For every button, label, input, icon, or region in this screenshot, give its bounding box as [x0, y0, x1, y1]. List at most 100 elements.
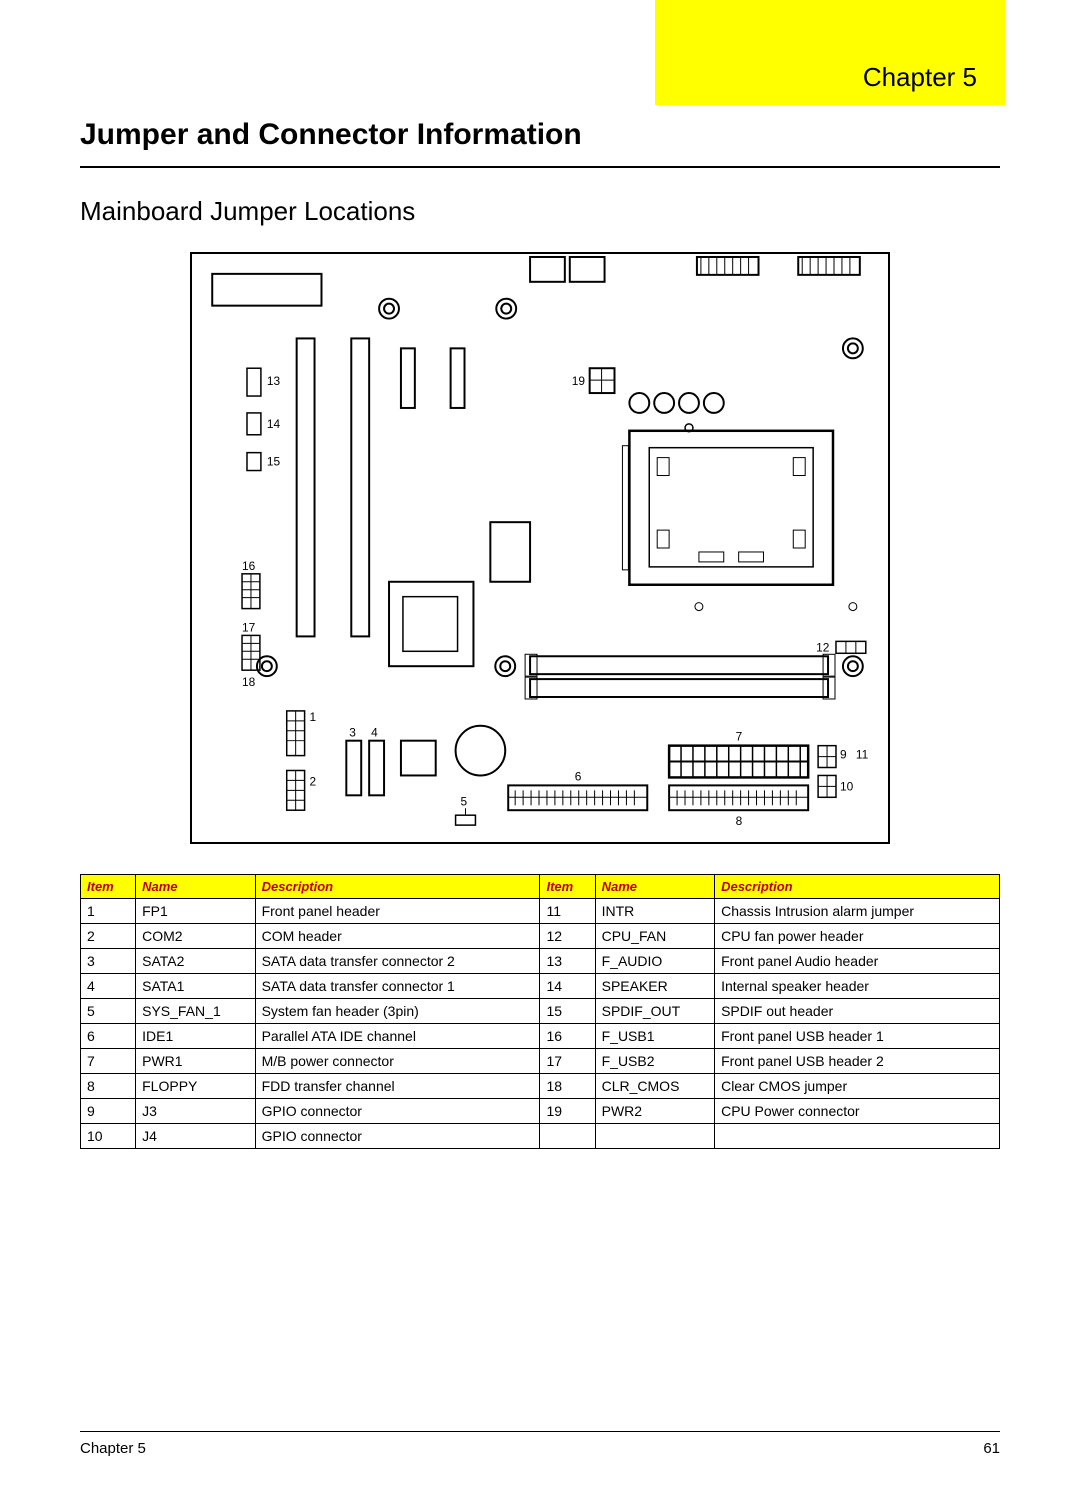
- table-cell: M/B power connector: [255, 1049, 540, 1074]
- table-cell: [540, 1124, 595, 1149]
- svg-text:14: 14: [267, 417, 281, 431]
- svg-text:3: 3: [349, 726, 356, 740]
- table-row: 8FLOPPYFDD transfer channel18CLR_CMOSCle…: [81, 1074, 1000, 1099]
- mainboard-diagram: 13 14 15 19: [190, 252, 890, 844]
- svg-text:10: 10: [840, 779, 854, 793]
- table-cell: F_USB2: [595, 1049, 714, 1074]
- table-cell: 8: [81, 1074, 136, 1099]
- table-cell: Clear CMOS jumper: [715, 1074, 1000, 1099]
- table-cell: 2: [81, 924, 136, 949]
- table-cell: FDD transfer channel: [255, 1074, 540, 1099]
- table-cell: FLOPPY: [136, 1074, 255, 1099]
- table-cell: SPDIF_OUT: [595, 999, 714, 1024]
- svg-text:13: 13: [267, 374, 281, 388]
- table-cell: Chassis Intrusion alarm jumper: [715, 899, 1000, 924]
- table-cell: 3: [81, 949, 136, 974]
- svg-text:9: 9: [840, 748, 847, 762]
- svg-text:7: 7: [736, 730, 743, 744]
- table-cell: 12: [540, 924, 595, 949]
- svg-text:1: 1: [310, 710, 317, 724]
- table-cell: J4: [136, 1124, 255, 1149]
- table-cell: GPIO connector: [255, 1124, 540, 1149]
- table-cell: System fan header (3pin): [255, 999, 540, 1024]
- svg-text:12: 12: [816, 640, 830, 654]
- table-cell: 14: [540, 974, 595, 999]
- svg-text:11: 11: [856, 748, 869, 762]
- table-cell: [595, 1124, 714, 1149]
- svg-text:8: 8: [736, 814, 743, 828]
- table-cell: INTR: [595, 899, 714, 924]
- table-cell: Front panel header: [255, 899, 540, 924]
- svg-text:18: 18: [242, 675, 256, 689]
- table-cell: 19: [540, 1099, 595, 1124]
- table-cell: 11: [540, 899, 595, 924]
- svg-text:16: 16: [242, 559, 256, 573]
- table-cell: 17: [540, 1049, 595, 1074]
- table-cell: Front panel USB header 2: [715, 1049, 1000, 1074]
- svg-text:4: 4: [371, 726, 378, 740]
- table-cell: 4: [81, 974, 136, 999]
- col-item: Item: [81, 875, 136, 899]
- col-desc: Description: [715, 875, 1000, 899]
- table-cell: PWR1: [136, 1049, 255, 1074]
- footer-left: Chapter 5: [80, 1440, 146, 1457]
- svg-text:2: 2: [310, 774, 317, 788]
- motherboard-svg: 13 14 15 19: [192, 254, 888, 842]
- table-cell: 18: [540, 1074, 595, 1099]
- table-cell: 6: [81, 1024, 136, 1049]
- col-item: Item: [540, 875, 595, 899]
- table-cell: 7: [81, 1049, 136, 1074]
- table-row: 7PWR1M/B power connector17F_USB2Front pa…: [81, 1049, 1000, 1074]
- table-cell: F_USB1: [595, 1024, 714, 1049]
- table-cell: [715, 1124, 1000, 1149]
- table-row: 9J3GPIO connector19PWR2CPU Power connect…: [81, 1099, 1000, 1124]
- chapter-label: Chapter 5: [863, 62, 977, 93]
- table-cell: COM2: [136, 924, 255, 949]
- page-footer: Chapter 5 61: [80, 1431, 1000, 1457]
- table-cell: CPU fan power header: [715, 924, 1000, 949]
- table-cell: 10: [81, 1124, 136, 1149]
- table-cell: SPDIF out header: [715, 999, 1000, 1024]
- table-cell: COM header: [255, 924, 540, 949]
- col-name: Name: [595, 875, 714, 899]
- table-row: 3SATA2SATA data transfer connector 213F_…: [81, 949, 1000, 974]
- table-row: 4SATA1SATA data transfer connector 114SP…: [81, 974, 1000, 999]
- svg-text:19: 19: [572, 374, 586, 388]
- table-cell: F_AUDIO: [595, 949, 714, 974]
- table-cell: SATA1: [136, 974, 255, 999]
- table-cell: CPU Power connector: [715, 1099, 1000, 1124]
- table-cell: 13: [540, 949, 595, 974]
- table-row: 10J4GPIO connector: [81, 1124, 1000, 1149]
- table-cell: SYS_FAN_1: [136, 999, 255, 1024]
- table-cell: 15: [540, 999, 595, 1024]
- col-name: Name: [136, 875, 255, 899]
- table-header-row: Item Name Description Item Name Descript…: [81, 875, 1000, 899]
- chapter-header-box: Chapter 5: [655, 0, 1005, 105]
- jumper-table: Item Name Description Item Name Descript…: [80, 874, 1000, 1149]
- footer-right: 61: [983, 1440, 1000, 1457]
- table-cell: Front panel Audio header: [715, 949, 1000, 974]
- page-title: Jumper and Connector Information: [80, 118, 1000, 168]
- svg-text:15: 15: [267, 455, 281, 469]
- table-row: 1FP1Front panel header11INTRChassis Intr…: [81, 899, 1000, 924]
- table-cell: 5: [81, 999, 136, 1024]
- table-cell: 1: [81, 899, 136, 924]
- table-cell: Parallel ATA IDE channel: [255, 1024, 540, 1049]
- page-content: Jumper and Connector Information Mainboa…: [80, 118, 1000, 1149]
- table-cell: IDE1: [136, 1024, 255, 1049]
- table-cell: SATA2: [136, 949, 255, 974]
- table-cell: CPU_FAN: [595, 924, 714, 949]
- table-cell: CLR_CMOS: [595, 1074, 714, 1099]
- table-cell: J3: [136, 1099, 255, 1124]
- table-cell: Internal speaker header: [715, 974, 1000, 999]
- table-cell: SPEAKER: [595, 974, 714, 999]
- table-cell: SATA data transfer connector 1: [255, 974, 540, 999]
- table-cell: SATA data transfer connector 2: [255, 949, 540, 974]
- table-row: 2COM2COM header12CPU_FANCPU fan power he…: [81, 924, 1000, 949]
- col-desc: Description: [255, 875, 540, 899]
- table-cell: FP1: [136, 899, 255, 924]
- table-row: 5SYS_FAN_1System fan header (3pin)15SPDI…: [81, 999, 1000, 1024]
- section-subtitle: Mainboard Jumper Locations: [80, 196, 1000, 227]
- table-cell: GPIO connector: [255, 1099, 540, 1124]
- table-cell: PWR2: [595, 1099, 714, 1124]
